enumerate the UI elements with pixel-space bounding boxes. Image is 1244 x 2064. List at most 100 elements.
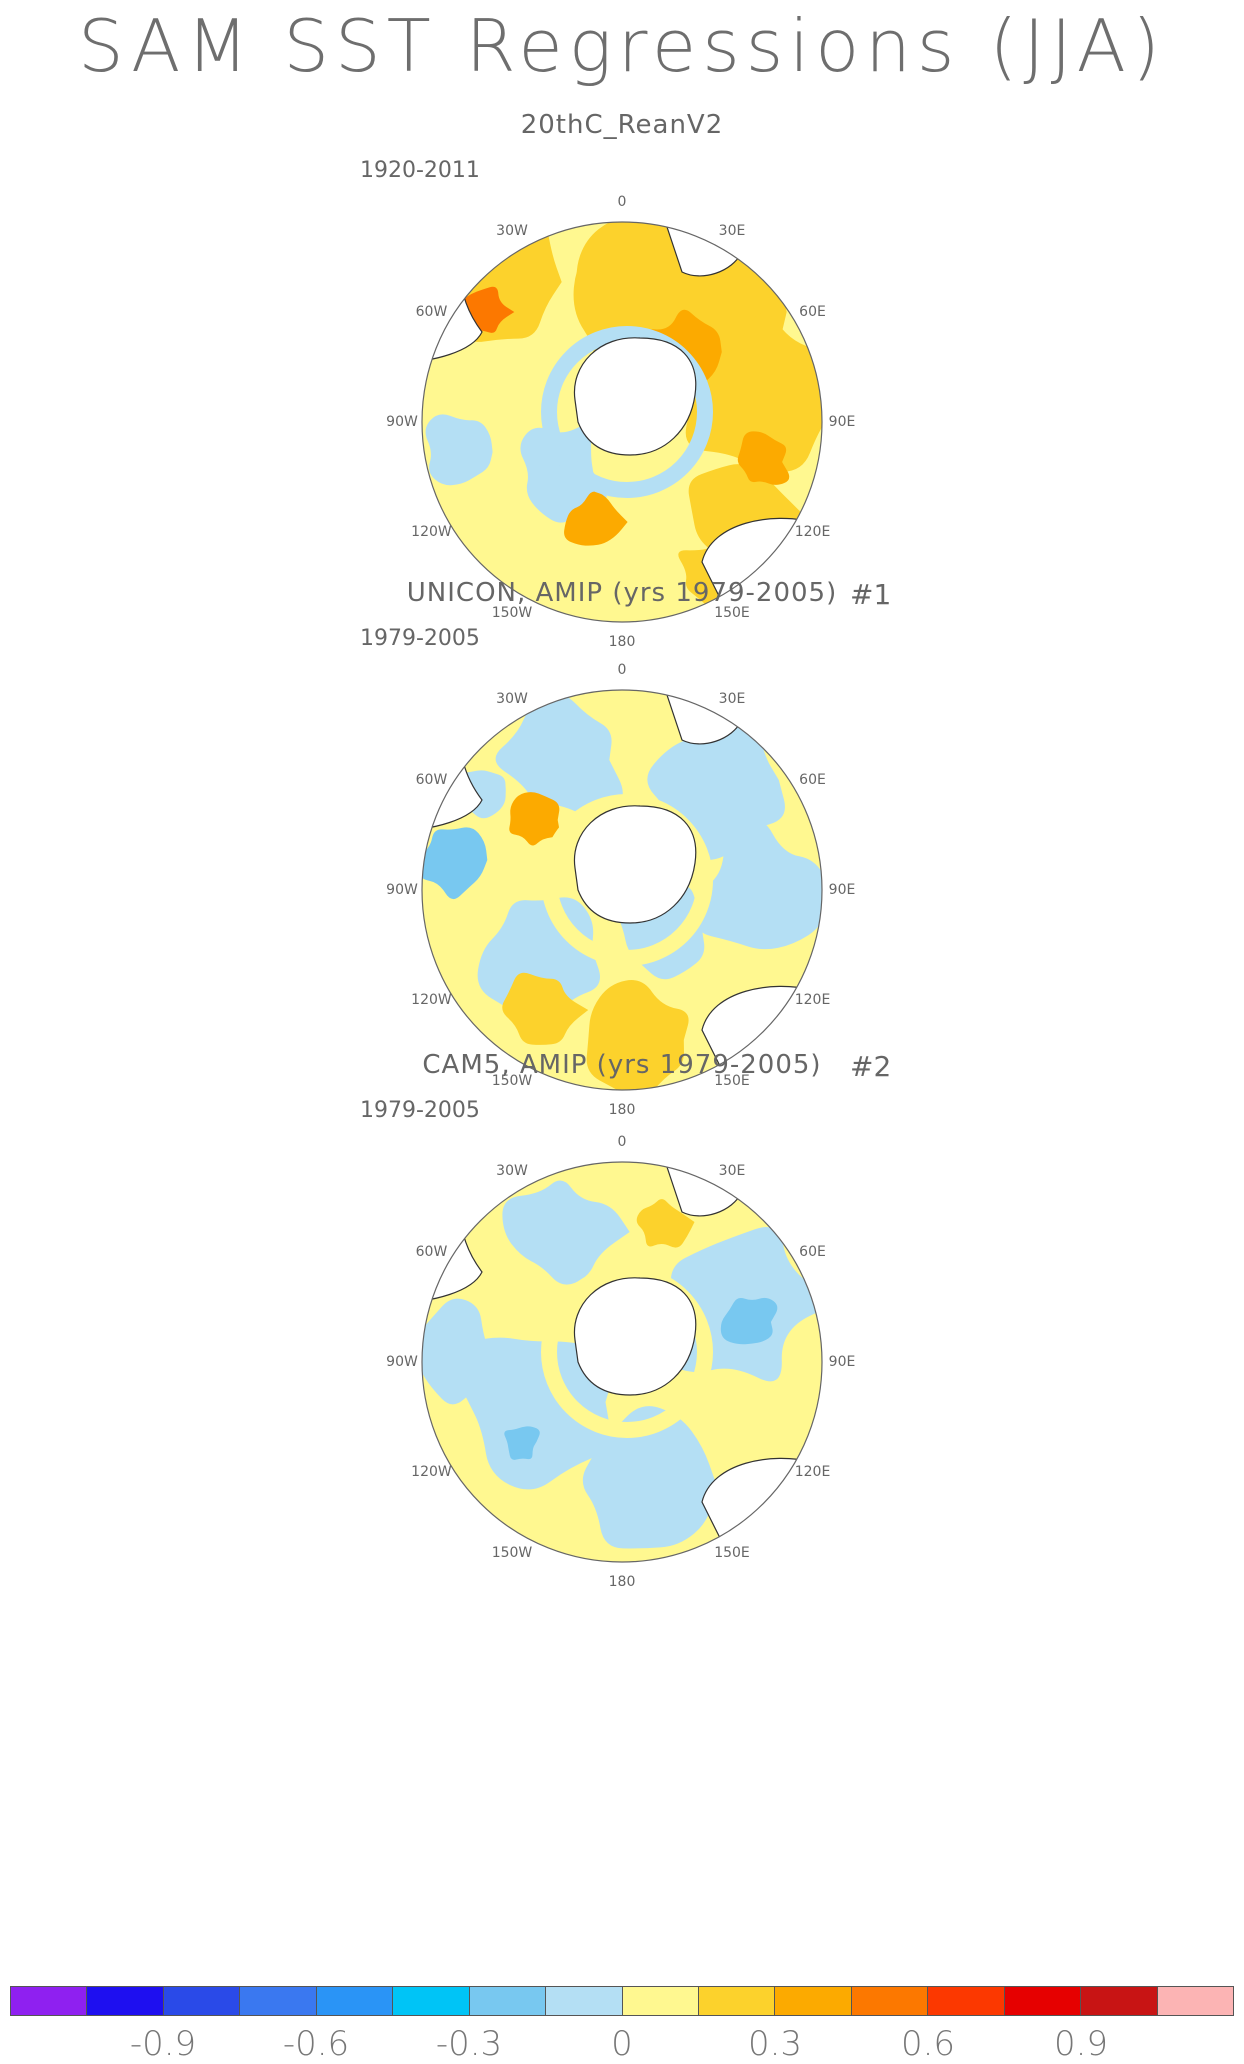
colorbar-tick-label: 0.9 — [1053, 2024, 1109, 2064]
sst-patch — [564, 491, 628, 546]
longitude-label: 180 — [608, 1102, 636, 1118]
panel-tag: #2 — [850, 1050, 892, 1083]
sst-patch — [737, 431, 790, 485]
sst-patch — [586, 980, 689, 1090]
longitude-label: 60W — [415, 304, 448, 320]
sst-patch — [502, 1180, 630, 1285]
sst-patch — [495, 694, 623, 818]
colorbar-tick-label: 0 — [611, 2024, 633, 2064]
longitude-label: 180 — [608, 1574, 636, 1590]
sst-patch — [582, 1406, 716, 1549]
longitude-label: 60E — [799, 1244, 826, 1260]
longitude-label: 150E — [714, 1544, 750, 1561]
longitude-label: 90W — [386, 882, 418, 898]
longitude-label: 90W — [386, 414, 418, 430]
longitude-label: 150W — [491, 1544, 533, 1561]
panel-period: 1979-2005 — [360, 626, 480, 651]
longitude-label: 120E — [794, 992, 831, 1008]
longitude-label: 30E — [718, 691, 746, 708]
longitude-label: 30W — [496, 1163, 528, 1180]
sst-field — [422, 222, 822, 622]
longitude-label: 120W — [411, 992, 452, 1008]
map-panel-1: 20thC_ReanV2 1920-2011 0 30E 60E 90E 120E 150E 1… — [0, 110, 1244, 730]
longitude-label: 120E — [794, 1464, 831, 1480]
polar-map — [421, 689, 823, 1091]
sst-patch — [685, 313, 822, 472]
longitude-label: 30W — [496, 691, 528, 708]
longitude-label: 120W — [411, 524, 452, 540]
longitude-label: 0 — [617, 662, 627, 678]
sst-patch — [425, 414, 493, 486]
colorbar-tick-label: -0.9 — [129, 2024, 197, 2064]
colorbar-swatch — [1157, 1987, 1233, 2015]
sst-patch — [502, 972, 589, 1045]
longitude-label: 150E — [714, 604, 750, 621]
longitude-label: 90E — [828, 882, 856, 898]
antarctica — [573, 1277, 697, 1396]
colorbar-swatch — [622, 1987, 699, 2015]
map-boundary — [421, 1161, 823, 1563]
longitude-label: 120W — [411, 1464, 452, 1480]
longitude-label: 30W — [496, 223, 528, 240]
colorbar-swatch — [1081, 1987, 1158, 2015]
sst-patch — [695, 818, 822, 950]
colorbar-swatch — [240, 1987, 317, 2015]
longitude-label: 90W — [386, 1354, 418, 1370]
sst-field — [422, 1162, 822, 1562]
colorbar-swatch — [11, 1987, 88, 2015]
longitude-label: 150W — [491, 1072, 533, 1089]
polar-map — [421, 221, 823, 623]
map-boundary — [421, 221, 823, 623]
colorbar-swatch — [775, 1987, 852, 2015]
sst-patch — [520, 425, 607, 523]
longitude-label: 150E — [714, 1072, 750, 1089]
longitude-label: 30E — [718, 1163, 746, 1180]
longitude-label: 150W — [491, 604, 533, 621]
longitude-label: 0 — [617, 194, 627, 210]
colorbar-swatch — [1004, 1987, 1082, 2015]
longitude-label: 30E — [718, 223, 746, 240]
antarctica — [573, 337, 697, 456]
colorbar-tick-label: 0.6 — [900, 2024, 956, 2064]
longitude-label: 90E — [828, 1354, 856, 1370]
colorbar-swatch — [163, 1987, 241, 2015]
sst-patch — [504, 1426, 540, 1460]
colorbar-swatch — [546, 1987, 623, 2015]
panel-title: 20thC_ReanV2 — [520, 110, 724, 140]
colorbar-labels: -0.9 -0.6 -0.3 0 0.3 0.6 0.9 — [0, 2024, 1244, 2064]
longitude-label: 120E — [794, 524, 831, 540]
panel-period: 1979-2005 — [360, 1098, 480, 1123]
panel-period: 1920-2011 — [360, 158, 480, 183]
colorbar-swatch — [698, 1987, 776, 2015]
map-panel-2: UNICON, AMIP (yrs 1979-2005) #1 1979-2005 0… — [0, 578, 1244, 1198]
sst-patch — [422, 827, 488, 900]
panel-title: CAM5, AMIP (yrs 1979-2005) — [422, 1050, 822, 1080]
longitude-label: 0 — [617, 1134, 627, 1150]
sst-field — [422, 690, 822, 1090]
longitude-label: 60E — [799, 304, 826, 320]
colorbar-swatch — [928, 1987, 1005, 2015]
sst-patch — [422, 1298, 494, 1405]
colorbar-swatch — [393, 1987, 470, 2015]
panel-title: UNICON, AMIP (yrs 1979-2005) — [406, 578, 838, 608]
main-title: SAM SST Regressions (JJA) — [78, 4, 1166, 88]
panel-tag: #1 — [850, 578, 892, 611]
sst-patch — [509, 792, 560, 846]
map-panel-3: CAM5, AMIP (yrs 1979-2005) #2 1979-2005 0 30… — [0, 1050, 1244, 1670]
colorbar-swatch — [851, 1987, 929, 2015]
circumpolar-band — [541, 326, 713, 498]
longitude-label: 90E — [828, 414, 856, 430]
colorbar-tick-label: 0.3 — [747, 2024, 803, 2064]
sst-patch — [576, 222, 704, 332]
circumpolar-band — [541, 1266, 713, 1438]
colorbar-tick-label: -0.3 — [435, 2024, 503, 2064]
colorbar-tick-label: -0.6 — [282, 2024, 350, 2064]
longitude-label: 60W — [415, 772, 448, 788]
circumpolar-band — [541, 794, 713, 966]
longitude-label: 60W — [415, 1244, 448, 1260]
antarctica — [573, 805, 697, 924]
colorbar-swatch — [316, 1987, 394, 2015]
polar-map — [421, 1161, 823, 1563]
map-boundary — [421, 689, 823, 1091]
sst-patch — [636, 1199, 695, 1248]
